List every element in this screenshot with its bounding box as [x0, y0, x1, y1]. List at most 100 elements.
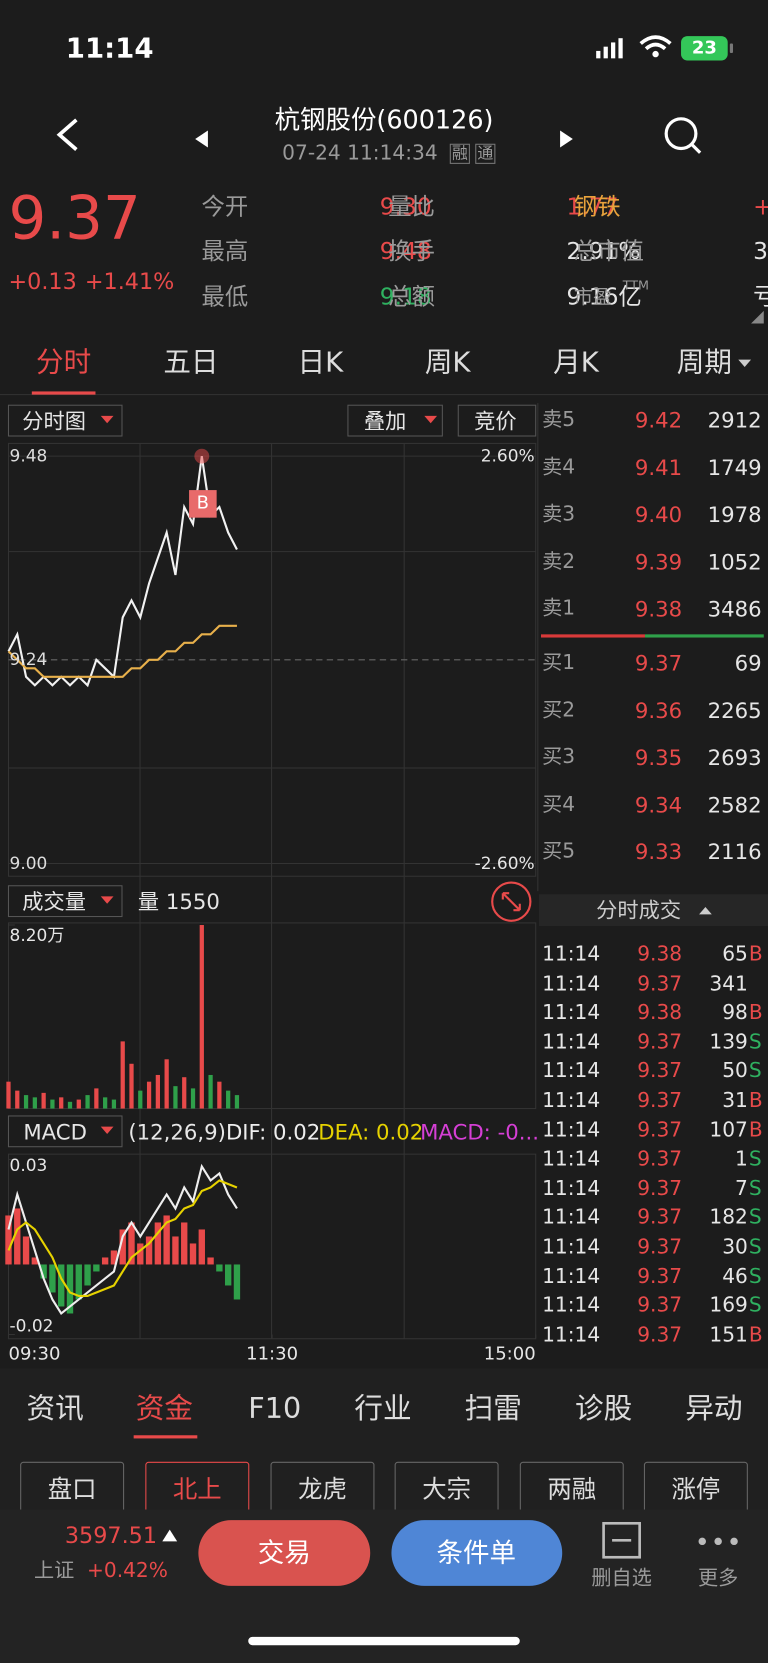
- trade-volume: 139: [709, 1030, 748, 1054]
- x-tick-label: 09:30: [8, 1343, 61, 1365]
- macd-bar: [31, 1257, 39, 1265]
- book-label: 卖3: [542, 502, 576, 526]
- back-button[interactable]: [56, 118, 78, 151]
- next-stock[interactable]: [560, 130, 573, 148]
- volume-bar: [208, 1074, 213, 1109]
- info-tab[interactable]: F10: [248, 1392, 302, 1426]
- volume-bar: [111, 1099, 117, 1109]
- stat-value: 316.4亿: [753, 238, 768, 266]
- more-label[interactable]: 更多: [697, 1566, 739, 1590]
- trade-button[interactable]: [198, 1520, 371, 1586]
- chart-tab[interactable]: 五日: [163, 346, 219, 379]
- info-tab[interactable]: 诊股: [574, 1392, 633, 1426]
- stat-value: +1.49%: [753, 196, 768, 219]
- trade-side: S: [748, 1293, 762, 1318]
- conditional-label[interactable]: 条件单: [436, 1537, 517, 1569]
- chart-tab[interactable]: 月K: [553, 346, 599, 379]
- stat-value: 9.16亿: [566, 284, 642, 311]
- ask-bar: [541, 634, 645, 638]
- remove-icon[interactable]: [602, 1521, 641, 1559]
- y-tick-label: 8.20万: [9, 925, 65, 946]
- series-line: [7, 1179, 238, 1298]
- trade-side: B: [748, 942, 763, 966]
- trade-time: 11:14: [542, 1118, 601, 1142]
- x-tick-label: 11:30: [246, 1343, 299, 1365]
- macd-bar: [198, 1229, 205, 1265]
- index-change: +0.42%: [86, 1558, 168, 1583]
- trade-side: B: [748, 1118, 763, 1142]
- volume-title[interactable]: 成交量: [22, 888, 86, 915]
- trade-volume: 107: [709, 1118, 748, 1142]
- trade-side: S: [748, 1147, 762, 1171]
- sub-tab[interactable]: 大宗: [422, 1476, 471, 1504]
- volume-bar: [190, 1088, 196, 1109]
- book-label: 卖1: [542, 596, 576, 621]
- info-tab[interactable]: 异动: [685, 1392, 743, 1426]
- info-tab[interactable]: 资讯: [26, 1392, 84, 1426]
- expand-corner: [751, 310, 764, 324]
- chart-tab[interactable]: 周期: [676, 346, 732, 379]
- sub-tab[interactable]: 北上: [172, 1476, 222, 1504]
- trade-volume: 30: [722, 1235, 748, 1259]
- book-label: 卖5: [542, 407, 576, 432]
- more-icon[interactable]: [698, 1537, 738, 1546]
- macd-bar: [216, 1264, 223, 1272]
- index-up-arrow: [162, 1529, 178, 1542]
- y-tick-label: -0.02: [9, 1315, 54, 1336]
- volume-bar: [6, 1081, 11, 1109]
- volume-bar: [155, 1074, 160, 1109]
- prev-stock[interactable]: [195, 130, 208, 148]
- trade-price: 9.37: [637, 1323, 683, 1347]
- fullscreen-icon: [501, 892, 521, 912]
- wifi-dot: [652, 50, 659, 58]
- trade-volume: 169: [709, 1293, 748, 1318]
- stat-label: 最低: [201, 284, 249, 311]
- info-tab[interactable]: 扫雷: [464, 1392, 522, 1426]
- volume-bar: [173, 1086, 178, 1109]
- chart-tab[interactable]: 周K: [424, 346, 471, 379]
- info-tab[interactable]: 行业: [354, 1392, 412, 1426]
- remove-label[interactable]: 删自选: [591, 1566, 652, 1590]
- chart-tab[interactable]: 日K: [297, 346, 344, 379]
- trade-time: 11:14: [542, 1323, 601, 1347]
- y-tick-label: 9.00: [9, 852, 48, 874]
- fullscreen-button[interactable]: [491, 881, 532, 922]
- trade-side: S: [748, 1264, 762, 1288]
- bid-bar: [644, 634, 764, 638]
- info-tab[interactable]: 资金: [135, 1392, 194, 1426]
- macd-bar: [110, 1250, 118, 1265]
- trade-side: B: [748, 1323, 763, 1347]
- badge: 通: [475, 143, 496, 164]
- macd-bar: [189, 1243, 197, 1265]
- sub-tab[interactable]: 盘口: [47, 1476, 97, 1504]
- volume-bar: [15, 1090, 20, 1109]
- volume-bar: [234, 1095, 240, 1109]
- book-volume: 3486: [707, 596, 762, 622]
- trade-label[interactable]: 交易: [257, 1537, 311, 1569]
- battery-level: 23: [691, 37, 717, 59]
- macd-title[interactable]: MACD: [23, 1119, 87, 1145]
- dropdown-arrows: [100, 415, 438, 1134]
- chart-tab[interactable]: 分时: [36, 346, 92, 379]
- y-tick-label: 0.03: [9, 1155, 48, 1176]
- y-tick-label: 9.48: [9, 445, 48, 466]
- trade-time: 11:14: [542, 1001, 601, 1025]
- volume-bar: [164, 1059, 169, 1109]
- sub-tab[interactable]: 涨停: [671, 1476, 721, 1504]
- chart-control[interactable]: 分时图: [22, 408, 86, 434]
- trade-time: 11:14: [542, 1293, 601, 1318]
- volume-bar: [23, 1095, 29, 1109]
- sub-tab[interactable]: 龙虎: [298, 1476, 347, 1504]
- trade-price: 9.37: [637, 1088, 683, 1113]
- macd-bar: [154, 1222, 162, 1265]
- stat-value: 9.30: [379, 194, 432, 221]
- trade-price: 9.37: [637, 1147, 683, 1171]
- sub-tab[interactable]: 两融: [547, 1476, 597, 1504]
- trade-volume: 46: [722, 1264, 748, 1288]
- chart-frame: [7, 403, 539, 1340]
- control-boxes: [7, 404, 537, 1148]
- conditional-button[interactable]: [391, 1520, 563, 1586]
- chart-control[interactable]: 叠加: [363, 408, 407, 434]
- search-button[interactable]: [664, 117, 698, 151]
- chart-control[interactable]: 竞价: [474, 408, 517, 434]
